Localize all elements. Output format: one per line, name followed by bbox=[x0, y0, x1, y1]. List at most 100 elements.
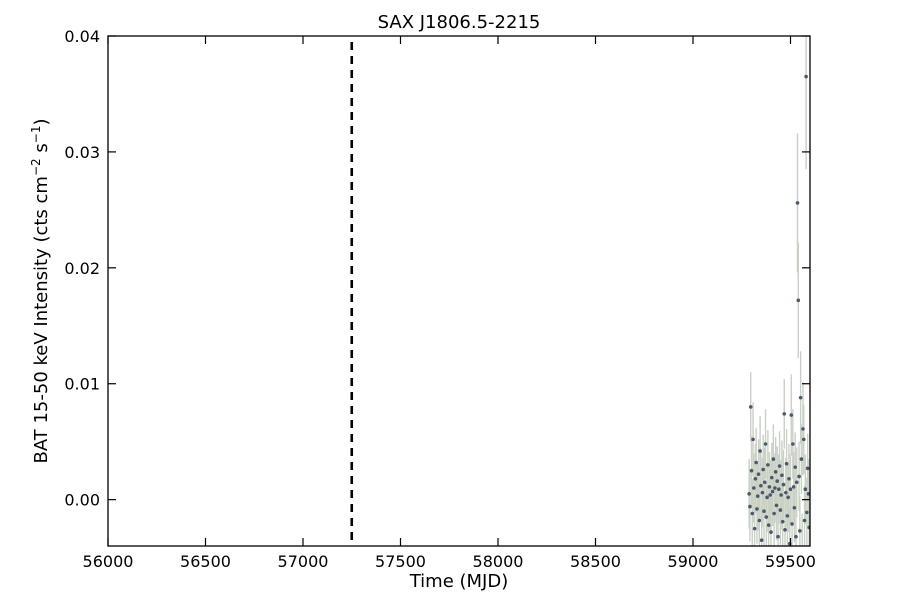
x-tick-label: 56000 bbox=[83, 552, 134, 571]
data-point bbox=[773, 470, 778, 474]
y-tick-label: 0.01 bbox=[64, 375, 100, 394]
data-point bbox=[801, 437, 806, 442]
data-point bbox=[777, 487, 781, 492]
data-point bbox=[748, 405, 753, 409]
data-point bbox=[755, 507, 759, 511]
data-point bbox=[799, 457, 804, 461]
x-axis-label: Time (MJD) bbox=[409, 571, 509, 592]
data-point bbox=[757, 518, 762, 523]
data-point bbox=[779, 493, 783, 497]
data-point bbox=[758, 449, 762, 453]
data-point bbox=[748, 504, 752, 509]
data-point bbox=[749, 468, 754, 473]
data-point bbox=[804, 74, 808, 79]
y-axis-label-end: ) bbox=[31, 118, 52, 125]
data-point bbox=[772, 511, 776, 516]
data-point bbox=[780, 473, 784, 478]
data-point bbox=[762, 480, 767, 485]
data-point bbox=[795, 201, 800, 205]
data-point bbox=[750, 511, 755, 516]
data-point bbox=[790, 522, 794, 526]
data-point bbox=[782, 412, 787, 416]
data-point bbox=[752, 486, 756, 490]
data-point bbox=[765, 495, 769, 500]
data-point bbox=[791, 442, 795, 446]
data-point bbox=[774, 503, 779, 508]
data-point bbox=[792, 505, 797, 510]
data-point bbox=[801, 427, 805, 431]
y-tick-label: 0.04 bbox=[64, 27, 100, 46]
data-point bbox=[806, 492, 810, 496]
y-tick-label: 0.00 bbox=[64, 491, 100, 510]
y-axis-label: BAT 15-50 keV Intensity (cts cm−2 s−1) bbox=[29, 118, 52, 463]
y-axis-label-main: BAT 15-50 keV Intensity (cts cm bbox=[31, 176, 52, 463]
data-point bbox=[766, 523, 771, 527]
data-point bbox=[784, 461, 789, 466]
x-tick-label: 58500 bbox=[570, 552, 621, 571]
y-axis-label-exp2: −1 bbox=[29, 126, 43, 144]
data-point bbox=[761, 467, 765, 472]
x-axis-ticks: 56000 56500 57000 57500 58000 58500 59000 59500 bbox=[83, 36, 816, 571]
data-point bbox=[777, 464, 782, 468]
data-point bbox=[784, 490, 788, 495]
data-point bbox=[767, 485, 772, 489]
data-point bbox=[751, 437, 755, 442]
data-point bbox=[776, 534, 780, 539]
data-point bbox=[793, 465, 797, 469]
data-point bbox=[794, 534, 798, 539]
x-tick-label: 58000 bbox=[473, 552, 524, 571]
data-point bbox=[760, 490, 765, 495]
data-point bbox=[756, 472, 761, 476]
data-point bbox=[798, 395, 803, 400]
data-point bbox=[797, 474, 801, 479]
x-tick-label: 59000 bbox=[668, 552, 719, 571]
data-point bbox=[754, 460, 758, 465]
y-tick-label: 0.02 bbox=[64, 259, 100, 278]
x-tick-label: 57000 bbox=[278, 552, 329, 571]
data-point bbox=[752, 526, 757, 531]
data-point bbox=[788, 487, 793, 492]
data-point bbox=[768, 493, 773, 497]
data-point bbox=[798, 529, 802, 533]
data-point bbox=[763, 442, 768, 446]
data-point bbox=[775, 479, 780, 483]
data-point bbox=[771, 457, 776, 461]
data-point bbox=[759, 538, 764, 543]
y-tick-label: 0.03 bbox=[64, 143, 100, 162]
data-point bbox=[783, 527, 787, 532]
plot-frame bbox=[107, 35, 811, 547]
data-point bbox=[805, 466, 810, 471]
y-axis-label-exp1: −2 bbox=[29, 158, 43, 176]
data-points bbox=[747, 74, 810, 551]
data-point bbox=[791, 485, 796, 489]
plot-area bbox=[107, 35, 811, 551]
data-point bbox=[802, 518, 807, 523]
data-point bbox=[800, 547, 804, 551]
data-point bbox=[770, 489, 775, 494]
data-point bbox=[759, 483, 763, 488]
x-tick-label: 57500 bbox=[375, 552, 426, 571]
data-point bbox=[766, 463, 770, 467]
data-point bbox=[789, 413, 794, 417]
data-point bbox=[781, 482, 786, 487]
data-point bbox=[769, 530, 773, 534]
x-tick-label: 56500 bbox=[180, 552, 231, 571]
data-point bbox=[803, 487, 808, 492]
data-point bbox=[805, 510, 809, 515]
data-point bbox=[762, 509, 766, 514]
data-point bbox=[794, 480, 799, 485]
data-point bbox=[747, 492, 751, 496]
y-axis-label-mid: s bbox=[31, 143, 52, 158]
y-axis-ticks: 0.00 0.01 0.02 0.03 0.04 bbox=[64, 27, 810, 510]
data-point bbox=[785, 514, 790, 518]
chart-title: SAX J1806.5-2215 bbox=[378, 12, 541, 33]
data-point bbox=[764, 515, 769, 519]
data-point bbox=[755, 494, 760, 498]
data-point bbox=[780, 519, 785, 524]
data-point bbox=[786, 495, 790, 500]
data-point bbox=[778, 508, 783, 512]
x-tick-label: 59500 bbox=[765, 552, 816, 571]
data-point bbox=[787, 476, 791, 481]
data-point bbox=[773, 486, 777, 490]
